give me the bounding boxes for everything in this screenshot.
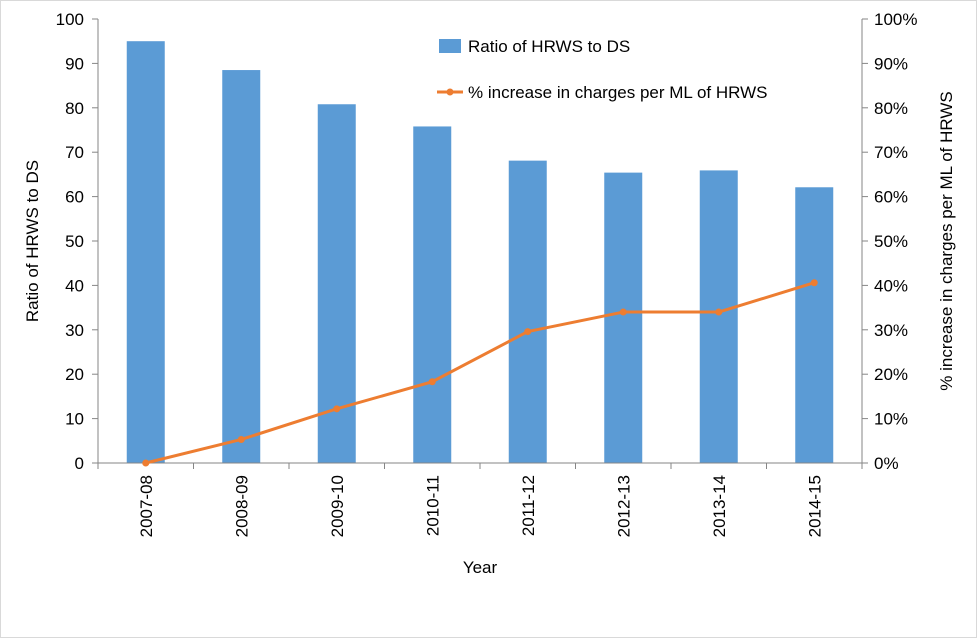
y-tick-label: 40 <box>65 276 84 295</box>
legend-label-line: % increase in charges per ML of HRWS <box>468 83 768 102</box>
x-tick-label: 2014-15 <box>805 475 824 537</box>
y2-tick-label: 60% <box>874 188 908 207</box>
y2-tick-label: 40% <box>874 276 908 295</box>
line-point <box>333 405 341 413</box>
legend: Ratio of HRWS to DS % increase in charge… <box>437 37 768 102</box>
y2-tick-label: 20% <box>874 365 908 384</box>
y-tick-label: 0 <box>75 454 84 473</box>
bar <box>413 126 452 463</box>
line-point <box>237 435 245 443</box>
line-point <box>428 378 436 386</box>
y2-tick-label: 70% <box>874 143 908 162</box>
x-axis-title: Year <box>463 558 498 577</box>
x-tick-label: 2012-13 <box>614 475 633 537</box>
y-tick-label: 20 <box>65 365 84 384</box>
y2-tick-label: 0% <box>874 454 899 473</box>
bar <box>795 187 834 463</box>
y-tick-label: 50 <box>65 232 84 251</box>
bar <box>317 104 356 464</box>
bar <box>699 170 738 464</box>
y2-tick-label: 30% <box>874 321 908 340</box>
line-point <box>715 308 723 316</box>
y-tick-label: 60 <box>65 188 84 207</box>
y-tick-label: 100 <box>56 10 84 29</box>
x-tick-label: 2007-08 <box>137 475 156 537</box>
y2-tick-label: 50% <box>874 232 908 251</box>
y-tick-label: 10 <box>65 410 84 429</box>
x-tick-label: 2008-09 <box>232 475 251 537</box>
line-point <box>619 308 627 316</box>
y-tick-label: 30 <box>65 321 84 340</box>
plot-area: 0 10 20 30 40 50 60 70 80 90 100 0% 10% 20% 30% 40% 50% 6… <box>56 10 918 537</box>
legend-swatch-marker <box>446 88 454 96</box>
y-tick-label: 80 <box>65 99 84 118</box>
y2-axis-title: % increase in charges per ML of HRWS <box>937 91 956 391</box>
line-point <box>142 459 150 467</box>
x-tick-label: 2009-10 <box>328 475 347 537</box>
legend-label-bar: Ratio of HRWS to DS <box>468 37 630 56</box>
bar <box>604 172 643 463</box>
legend-swatch-bar <box>439 39 461 53</box>
line-point <box>524 328 532 336</box>
y-tick-label: 90 <box>65 54 84 73</box>
y2-tick-label: 100% <box>874 10 917 29</box>
y-tick-label: 70 <box>65 143 84 162</box>
y2-tick-label: 90% <box>874 54 908 73</box>
line-point <box>810 279 818 287</box>
line-series <box>144 281 816 465</box>
bar <box>222 70 261 463</box>
x-tick-label: 2011-12 <box>519 475 538 536</box>
y2-tick-label: 10% <box>874 410 908 429</box>
bar <box>126 41 165 463</box>
bar <box>508 160 547 464</box>
y-axis-title: Ratio of HRWS to DS <box>23 160 42 322</box>
y2-tick-label: 80% <box>874 99 908 118</box>
x-tick-label: 2013-14 <box>710 475 729 537</box>
x-tick-label: 2010-11 <box>423 475 442 536</box>
